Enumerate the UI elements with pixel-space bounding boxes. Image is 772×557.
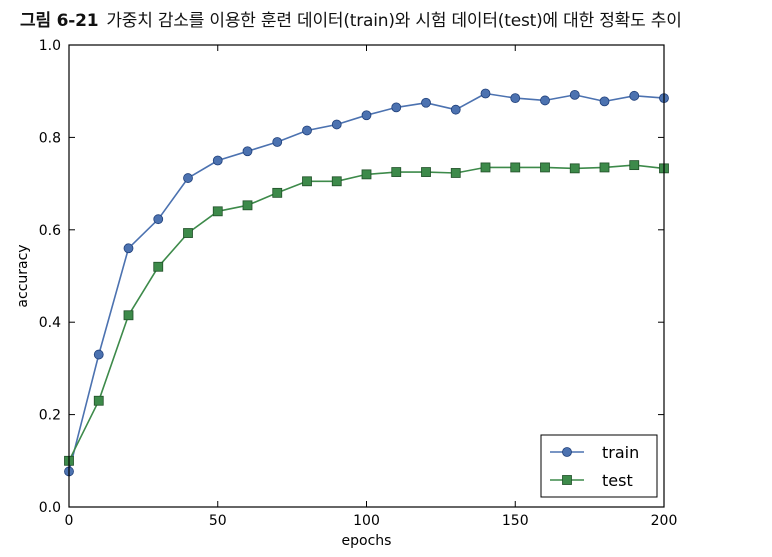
x-tick-label: 150 [502, 513, 529, 529]
test-point [302, 176, 312, 187]
train-point [510, 93, 521, 104]
y-tick-label: 0.6 [39, 223, 61, 239]
test-point [540, 162, 550, 173]
y-tick-label: 0.4 [39, 315, 61, 331]
train-point [391, 102, 402, 113]
legend-marker-test [562, 475, 572, 485]
figure-caption-text: 가중치 감소를 이용한 훈련 데이터(train)와 시험 데이터(test)에… [106, 11, 682, 31]
train-point [480, 88, 491, 99]
train-point [302, 125, 312, 136]
y-tick-label: 1.0 [39, 38, 61, 54]
test-point [569, 163, 580, 174]
test-point [480, 162, 491, 173]
train-point [123, 243, 134, 254]
test-point [361, 169, 372, 180]
test-point [629, 160, 640, 171]
figure-number: 그림 6-21 [20, 11, 99, 31]
train-point [272, 137, 283, 147]
test-point [123, 310, 134, 321]
y-tick-label: 0.0 [39, 500, 61, 516]
train-point [242, 146, 253, 157]
y-axis-label: accuracy [15, 244, 31, 307]
x-tick-label: 100 [353, 513, 380, 529]
train-point [361, 110, 372, 121]
test-point [599, 162, 610, 173]
train-point [421, 97, 431, 108]
series-layer [64, 88, 669, 477]
test-point [421, 167, 431, 177]
train-point [450, 104, 461, 115]
test-point [450, 168, 461, 178]
train-point [629, 90, 640, 101]
test-point [331, 176, 342, 187]
test-point [391, 167, 402, 177]
test-point [183, 228, 193, 238]
train-point [599, 96, 610, 107]
train-point [153, 214, 164, 225]
train-point [212, 155, 223, 166]
axis-layer: 0 50 100 150 200 0.0 0.2 0.4 0.6 0.8 1.0 [39, 38, 678, 529]
test-point [212, 206, 223, 217]
test-point [93, 395, 104, 406]
legend-marker-train [562, 447, 572, 457]
y-tick-label: 0.2 [39, 408, 61, 424]
train-point [569, 89, 580, 100]
legend-label-test: test [602, 471, 633, 490]
test-series-line [68, 164, 665, 462]
x-tick-label: 200 [651, 513, 678, 529]
train-point [540, 95, 550, 106]
x-axis-label: epochs [342, 533, 392, 549]
test-point [242, 200, 253, 211]
legend: train test [540, 434, 658, 498]
y-tick-label: 0.8 [39, 130, 61, 146]
train-point [93, 349, 104, 360]
train-point [331, 119, 342, 130]
x-tick-label: 50 [209, 513, 227, 529]
x-tick-label: 0 [65, 513, 74, 529]
train-series-line [68, 92, 665, 472]
legend-label-train: train [602, 443, 639, 462]
test-point [510, 162, 521, 173]
train-point [183, 173, 193, 183]
test-point [153, 261, 164, 272]
legend-box [540, 434, 658, 498]
figure-caption: 그림 6-21 가중치 감소를 이용한 훈련 데이터(train)와 시험 데이터… [20, 6, 682, 31]
test-point [272, 187, 283, 198]
